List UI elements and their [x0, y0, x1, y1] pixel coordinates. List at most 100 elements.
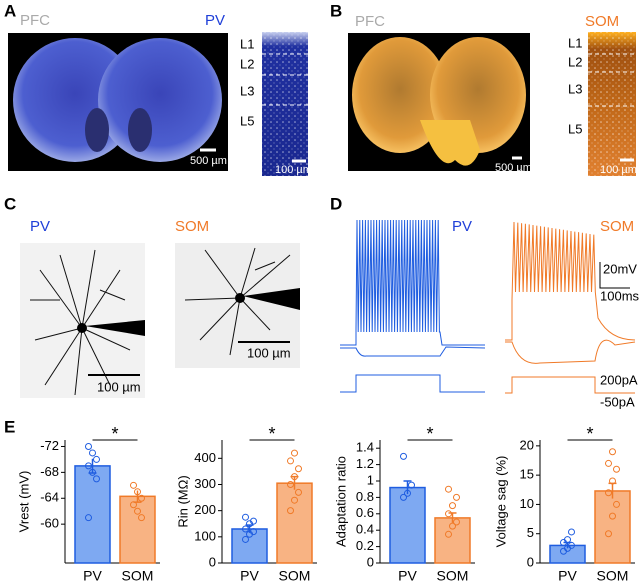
data-point	[445, 485, 452, 493]
y-axis-label: Vrest (mV)	[16, 471, 31, 533]
bar	[74, 465, 111, 564]
brain-ventricle	[128, 108, 152, 152]
y-tick-label: 300	[194, 476, 216, 491]
scale-label: 20mV	[603, 261, 637, 276]
significance-label: *	[111, 424, 118, 444]
y-tick-label: 0	[209, 554, 216, 569]
layer-label: L2	[568, 54, 582, 69]
y-tick-label: 1	[367, 472, 374, 487]
data-point	[404, 489, 411, 497]
pipette	[85, 320, 145, 336]
current-label: -50pA	[600, 394, 635, 409]
data-point	[89, 449, 96, 457]
data-point	[609, 512, 616, 520]
data-point	[613, 465, 620, 473]
layer-borders	[262, 53, 308, 106]
data-point	[85, 514, 92, 522]
data-point	[93, 455, 100, 463]
data-point	[605, 530, 612, 538]
y-tick-label: 1.4	[356, 440, 374, 455]
data-point	[287, 507, 294, 515]
x-tick-label: PV	[398, 568, 417, 584]
panel-label: A	[4, 1, 16, 20]
data-point	[568, 528, 575, 536]
scale-label: 500 µm	[495, 162, 532, 174]
y-tick-label: 10	[520, 496, 534, 511]
panel-label: C	[4, 194, 16, 213]
y-tick-label: -60	[40, 516, 59, 531]
layer-label: L1	[568, 35, 582, 50]
layer-label: L1	[240, 36, 254, 51]
data-point	[291, 496, 298, 504]
y-tick-label: 0.8	[356, 489, 374, 504]
data-point	[250, 528, 257, 536]
y-tick-label: 0.4	[356, 522, 374, 537]
data-point	[605, 459, 612, 467]
data-point	[130, 481, 137, 489]
voltage-trace	[340, 219, 485, 346]
data-point	[85, 442, 92, 450]
data-point	[291, 473, 298, 481]
panel-label: E	[4, 417, 15, 436]
scale-label: 100 µm	[275, 164, 312, 176]
data-point	[609, 448, 616, 456]
neuron-soma	[235, 293, 245, 303]
y-axis-label: Rin (MΩ)	[175, 475, 190, 527]
neuron-soma	[77, 323, 87, 333]
brain-ventricle	[85, 108, 109, 152]
bar	[231, 528, 268, 564]
cell-type-label: PV	[452, 218, 472, 235]
data-point	[89, 468, 96, 476]
y-tick-label: 0.2	[356, 538, 374, 553]
data-point	[85, 462, 92, 470]
bar	[276, 482, 313, 564]
y-tick-label: 200	[194, 502, 216, 517]
data-point	[609, 477, 616, 485]
data-point	[291, 449, 298, 457]
bar	[594, 490, 631, 564]
x-tick-label: PV	[83, 568, 102, 584]
cell-type-label: SOM	[585, 13, 619, 30]
voltage-trace	[505, 339, 636, 364]
data-point	[134, 507, 141, 515]
data-point	[242, 525, 249, 533]
layer-label: L5	[568, 121, 582, 136]
region-label: PFC	[20, 12, 50, 29]
data-point	[242, 513, 249, 521]
y-tick-label: 5	[527, 525, 534, 540]
y-tick-label: 0	[527, 554, 534, 569]
layer-strip-texture	[588, 32, 636, 176]
data-point	[138, 514, 145, 522]
current-step	[505, 376, 635, 394]
significance-label: *	[586, 424, 593, 444]
scale-bar	[599, 262, 630, 289]
data-point	[449, 502, 456, 510]
pipette	[243, 288, 300, 310]
data-point	[287, 457, 294, 465]
x-tick-label: PV	[558, 568, 577, 584]
voltage-trace	[340, 346, 486, 357]
current-label: 200pA	[600, 372, 638, 387]
scale-label: 100 µm	[600, 164, 637, 176]
data-point	[568, 541, 575, 549]
data-point	[295, 465, 302, 473]
y-tick-label: 100	[194, 528, 216, 543]
neuron-dendrites	[184, 247, 291, 356]
data-point	[250, 517, 257, 525]
y-tick-label: -64	[40, 490, 59, 505]
data-point	[134, 488, 141, 496]
neuron-image	[20, 243, 145, 398]
data-point	[400, 493, 407, 501]
y-tick-label: 15	[520, 467, 534, 482]
data-point	[400, 452, 407, 460]
scale-label: 100 µm	[247, 345, 291, 360]
brain-hemisphere	[98, 38, 222, 162]
current-step	[340, 374, 485, 393]
y-axis-label: Voltage sag (%)	[493, 456, 508, 548]
y-tick-label: -68	[40, 464, 59, 479]
data-point	[287, 480, 294, 488]
y-tick-label: 0.6	[356, 505, 374, 520]
y-tick-label: -72	[40, 438, 59, 453]
layer-label: L2	[240, 56, 254, 71]
